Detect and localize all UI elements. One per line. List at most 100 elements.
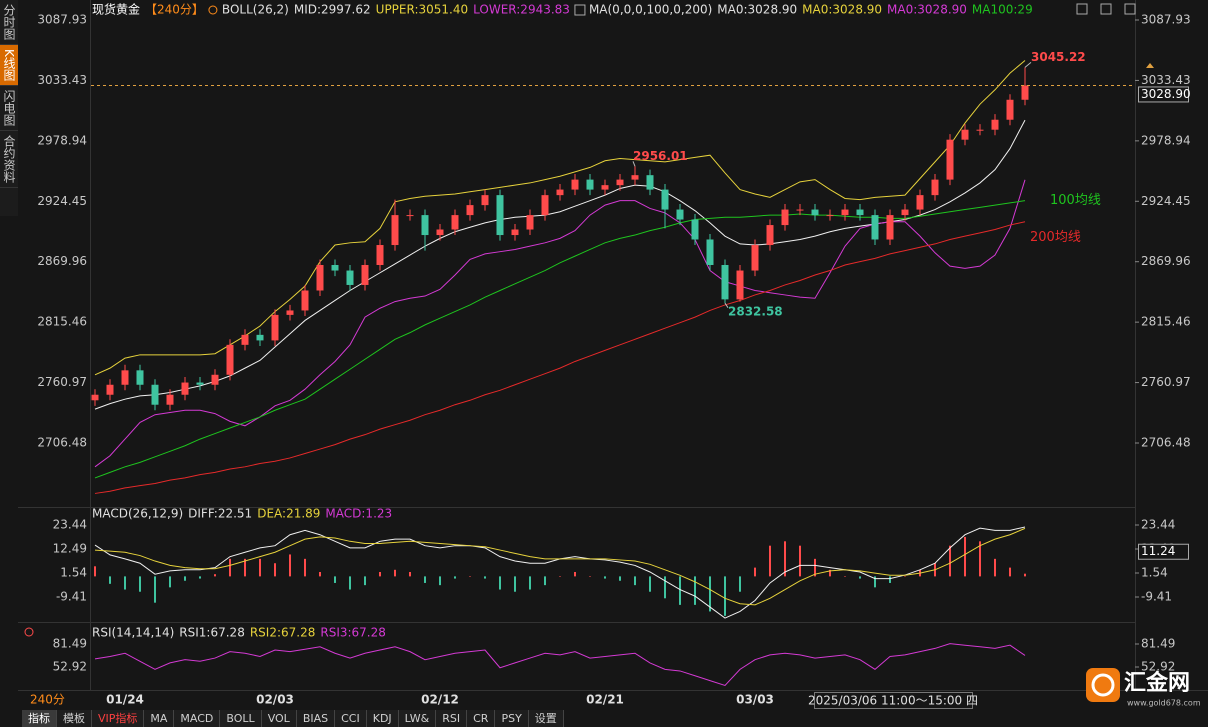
toolbar-tab[interactable]: MA — [144, 710, 175, 727]
y-tick-label-left: 2760.97 — [37, 375, 87, 389]
macd-bar — [424, 576, 426, 583]
candle-body — [676, 209, 684, 220]
x-tick-label: 02/03 — [256, 693, 294, 707]
last-price-label: 3028.90 — [1141, 87, 1191, 101]
toolbar-tab[interactable]: KDJ — [367, 710, 399, 727]
macd-bar — [364, 576, 366, 586]
rsi-icon[interactable] — [24, 627, 34, 637]
logo-name: 汇金网 — [1124, 670, 1190, 696]
candle-body — [946, 139, 954, 180]
x-tick-label: 02/12 — [421, 693, 459, 707]
macd-bar — [889, 576, 891, 583]
macd-bar — [499, 576, 501, 590]
extreme-label: 3045.22 — [1031, 50, 1086, 64]
y-tick-label-left: 1.54 — [60, 566, 87, 580]
candle-body — [931, 179, 939, 196]
toolbar-tab[interactable]: BOLL — [220, 710, 262, 727]
candle-body — [91, 394, 99, 401]
macd-bar — [439, 576, 441, 586]
macd-bar — [964, 536, 966, 577]
y-tick-label-left: 12.49 — [53, 541, 87, 555]
toolbar-tab[interactable]: LW& — [399, 710, 437, 727]
macd-bar — [1024, 573, 1026, 577]
candle-body — [496, 195, 504, 236]
candle-body — [616, 179, 624, 186]
toolbar-tab[interactable]: 模板 — [57, 710, 92, 727]
candle-body — [976, 129, 984, 131]
y-tick-label-right: 2869.96 — [1141, 254, 1191, 268]
candle-body — [316, 264, 324, 291]
macd-bar — [574, 571, 576, 577]
macd-bar — [859, 576, 861, 579]
macd-bar — [1009, 567, 1011, 577]
line — [94, 643, 1026, 687]
macd-bar — [694, 576, 696, 605]
candle-body — [1021, 85, 1029, 100]
sidebar-tab[interactable]: 合约资料 — [0, 131, 18, 188]
sidebar-tab[interactable]: 闪电图 — [0, 86, 18, 131]
macd-bar — [199, 576, 201, 579]
candle-body — [181, 382, 189, 395]
candle-body — [121, 370, 129, 385]
macd-bar — [409, 571, 411, 577]
legend-item: MA0:3028.90 — [802, 3, 882, 17]
toolbar-tab[interactable]: CCI — [335, 710, 367, 727]
y-tick-label-left: 2706.48 — [37, 435, 87, 449]
macd-bar — [679, 576, 681, 605]
candle-body — [481, 195, 489, 206]
legend-item: RSI2:67.28 — [250, 626, 316, 640]
line — [94, 221, 1026, 494]
logo-icon — [1086, 668, 1120, 702]
candle-body — [751, 245, 759, 271]
toolbar-tab[interactable]: 指标 — [22, 710, 57, 727]
extreme-label: 2956.01 — [633, 149, 688, 163]
window-button[interactable] — [1124, 3, 1136, 15]
candle-body — [826, 215, 834, 217]
line — [94, 60, 1026, 376]
toolbar-tab[interactable]: VOL — [262, 710, 297, 727]
legend-item: BOLL(26,2) — [222, 3, 289, 17]
macd-bar — [604, 576, 606, 579]
y-tick-label-left: 2924.45 — [37, 194, 87, 208]
macd-bar — [874, 576, 876, 588]
macd-bar — [154, 576, 156, 603]
period-label[interactable]: 240分 — [30, 693, 65, 707]
extreme-label: 2832.58 — [728, 305, 783, 319]
toolbar-tab[interactable]: MACD — [174, 710, 221, 727]
macd-bar — [529, 576, 531, 590]
toolbar-tab[interactable]: RSI — [436, 710, 468, 727]
window-button[interactable] — [1076, 3, 1088, 15]
y-tick-label-left: -9.41 — [56, 590, 87, 604]
toolbar-tab[interactable]: VIP指标 — [92, 710, 145, 727]
legend-item: MA0:3028.90 — [887, 3, 967, 17]
y-tick-label-left: 81.49 — [53, 636, 87, 650]
toolbar-tab[interactable]: PSY — [495, 710, 529, 727]
legend-item: MA0:3028.90 — [717, 3, 797, 17]
macd-bar — [634, 576, 636, 586]
candle-body — [586, 179, 594, 190]
window-button[interactable] — [1100, 3, 1112, 15]
cursor-time: 2025/03/06 11:00～15:00 四 — [808, 694, 978, 708]
toolbar-tab[interactable]: 设置 — [529, 710, 564, 727]
macd-bar — [139, 576, 141, 592]
toolbar-tab[interactable]: BIAS — [297, 710, 336, 727]
annotation-tick — [632, 161, 636, 167]
legend-item: UPPER:3051.40 — [376, 3, 468, 17]
toolbar-tab[interactable]: CR — [467, 710, 496, 727]
macd-bar — [739, 576, 741, 592]
sidebar-tab[interactable]: K线图 — [0, 45, 18, 86]
candle-body — [766, 225, 774, 246]
macd-bar — [724, 576, 726, 616]
macd-bar — [244, 558, 246, 577]
macd-bar — [349, 576, 351, 590]
macd-bar — [109, 576, 111, 584]
y-tick-label-right: 1.54 — [1141, 566, 1168, 580]
macd-bar — [289, 554, 291, 577]
candle-body — [811, 209, 819, 216]
candle-body — [631, 175, 639, 180]
macd-bar — [394, 569, 396, 577]
y-tick-label-right: 3087.93 — [1141, 12, 1191, 26]
cursor-time-box — [814, 692, 973, 709]
sidebar-tab[interactable]: 分时图 — [0, 0, 18, 45]
legend-item: DIFF:22.51 — [188, 507, 252, 521]
